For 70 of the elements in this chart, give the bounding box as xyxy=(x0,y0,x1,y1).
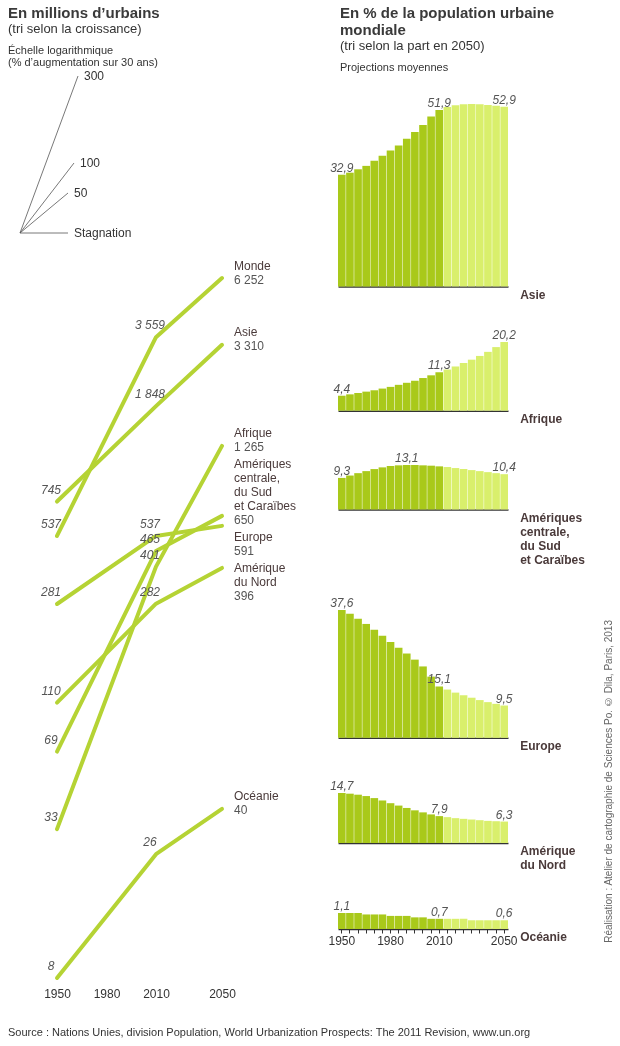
data-label: 40 xyxy=(234,802,248,817)
data-label: 33 xyxy=(44,810,58,825)
data-label: 20,2 xyxy=(491,327,517,342)
data-label: 3 559 xyxy=(134,318,166,333)
data-label: 7,9 xyxy=(430,801,448,816)
data-label: 15,1 xyxy=(427,672,451,687)
x-tick-label: 1980 xyxy=(93,986,121,1001)
data-label: 4,4 xyxy=(333,381,351,396)
x-tick-label: 2050 xyxy=(209,986,237,1001)
series-label: Asie xyxy=(234,324,258,339)
data-label: 110 xyxy=(41,683,61,698)
data-label: 0,7 xyxy=(430,904,449,919)
chart-title: En millions d’urbains xyxy=(8,4,160,21)
text: (% d’augmentation sur 30 ans) xyxy=(8,56,159,68)
data-label: 6 252 xyxy=(234,273,265,287)
data-label: 281 xyxy=(39,585,62,600)
data-label: 8 xyxy=(47,959,55,973)
data-label: 69 xyxy=(44,732,58,747)
chart-subtitle: (tri selon la croissance) xyxy=(8,21,143,36)
data-label: 52,9 xyxy=(492,92,517,107)
data-label: 51,9 xyxy=(427,96,452,111)
data-label: 396 xyxy=(234,588,255,603)
chart-title: En % de la population urbaine mondiale xyxy=(340,4,556,38)
x-tick-label: 2050 xyxy=(490,933,518,948)
data-label: 1 265 xyxy=(234,439,265,454)
series-label: Amériques centrale, du Sud et Caraïbes xyxy=(234,456,297,513)
series-label: Océanie xyxy=(520,929,568,944)
data-label: 37,6 xyxy=(330,595,354,610)
data-label: 26 xyxy=(142,835,157,850)
data-label: 11,3 xyxy=(428,357,451,372)
series-label: Afrique xyxy=(520,411,563,426)
data-label: 6,3 xyxy=(495,807,513,822)
data-label: 537 xyxy=(139,516,162,531)
source-note: Source : Nations Unies, division Population, World Urbanization Prospects: The 2011 Revision, www.un.org xyxy=(8,1026,531,1038)
data-label: 14,7 xyxy=(330,778,355,793)
series-label: Afrique xyxy=(234,425,273,440)
series-label: Océanie xyxy=(234,788,280,803)
series-label: Europe xyxy=(234,529,274,544)
data-label: 10,4 xyxy=(492,460,517,475)
data-label: 0,6 xyxy=(495,905,513,920)
data-label: 9,3 xyxy=(333,464,351,479)
data-label: 745 xyxy=(40,482,62,497)
series-label: Asie xyxy=(520,287,546,302)
x-tick-label: 2010 xyxy=(143,986,171,1001)
x-tick-label: 2010 xyxy=(425,933,453,948)
data-label: 537 xyxy=(40,516,63,531)
x-tick-label: 1980 xyxy=(377,933,405,948)
data-label: 1,1 xyxy=(333,898,351,913)
text: 50 xyxy=(74,186,88,200)
data-label: 3 310 xyxy=(234,338,265,353)
series-label: Monde xyxy=(234,259,272,273)
text: Projections moyennes xyxy=(340,61,450,73)
data-label: 32,9 xyxy=(330,160,354,175)
text: Stagnation xyxy=(74,226,132,240)
chart-subtitle: (tri selon la part en 2050) xyxy=(340,38,486,53)
series-label: Europe xyxy=(520,738,562,753)
series-label: Amériques centrale, du Sud et Caraïbes xyxy=(520,510,586,567)
text: Réalisation : Atelier de cartographie de Sciences Po. © Dila, Paris, 2013 xyxy=(603,620,614,943)
text: Échelle logarithmique xyxy=(8,44,115,56)
data-label: 1 848 xyxy=(134,387,166,402)
data-label: 650 xyxy=(234,512,255,527)
data-label: 13,1 xyxy=(395,451,419,466)
series-label: Amérique du Nord xyxy=(234,560,286,589)
x-tick-label: 1950 xyxy=(328,933,356,948)
data-label: 591 xyxy=(234,543,255,558)
data-label: 9,5 xyxy=(495,691,513,706)
x-tick-label: 1950 xyxy=(44,986,72,1001)
text: 300 xyxy=(84,69,105,83)
text: 100 xyxy=(80,156,101,170)
series-label: Amérique du Nord xyxy=(520,843,576,872)
